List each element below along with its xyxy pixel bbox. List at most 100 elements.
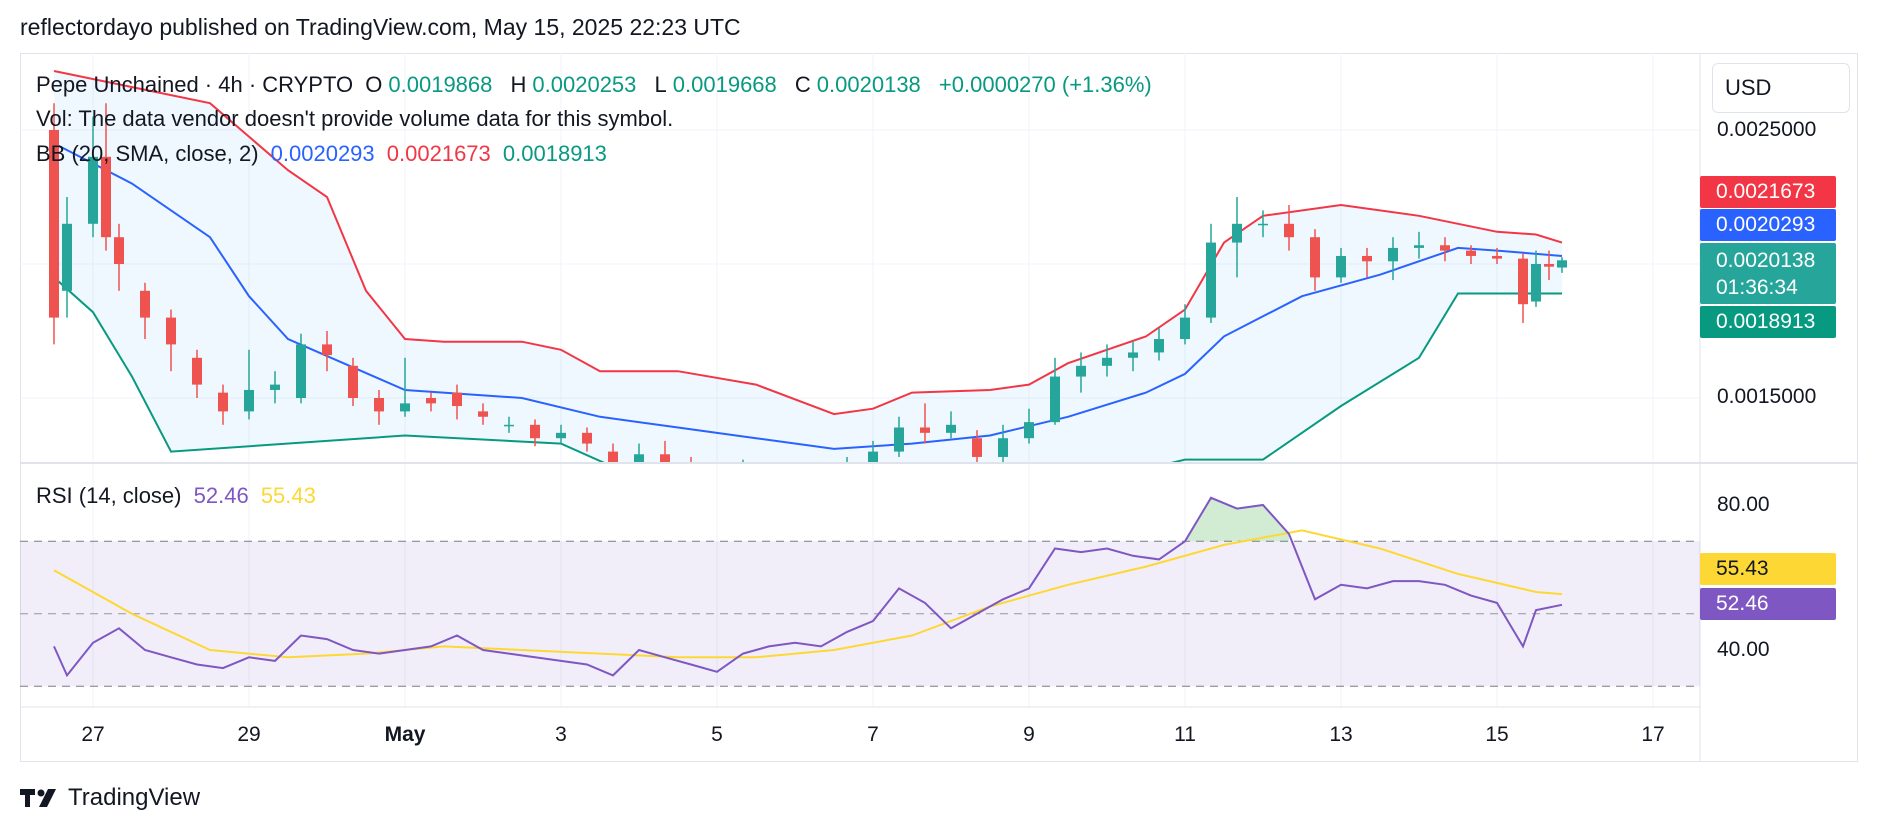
low-number: 0.0019668: [672, 72, 777, 97]
candle-body: [998, 438, 1008, 457]
price-tick-top: 0.0025000: [1717, 118, 1817, 141]
candle-body: [738, 468, 748, 479]
bb-fill: [54, 71, 1562, 462]
low-label: L: [654, 72, 667, 97]
candle-body: [1284, 223, 1294, 238]
candle-body: [1544, 264, 1554, 267]
currency-selector[interactable]: USD: [1712, 63, 1850, 113]
candle-body: [1388, 247, 1398, 262]
candle-body: [972, 438, 982, 457]
candle-body: [1362, 255, 1372, 262]
close-value: C 0.0020138: [795, 72, 927, 97]
brand-name: TradingView: [68, 784, 201, 811]
candle-body: [400, 403, 410, 412]
rsi-legend[interactable]: RSI (14, close) 52.46 55.43: [36, 483, 322, 509]
candle-body: [140, 290, 150, 318]
rsi-ma-line: [53, 529, 1563, 659]
candle-body: [1024, 422, 1034, 439]
candle-body: [322, 344, 332, 356]
candle-body: [946, 424, 956, 433]
candle-body: [1206, 242, 1216, 318]
candle-body: [1050, 376, 1060, 423]
candle-body: [660, 454, 670, 462]
candle-body: [790, 470, 800, 473]
candle-body: [88, 156, 98, 224]
bb-legend[interactable]: BB (20, SMA, close, 2) 0.0020293 0.00216…: [36, 141, 613, 167]
rsi-overbought-fill: [1185, 497, 1289, 542]
tradingview-logo-icon: [20, 789, 56, 807]
candle-body: [920, 427, 930, 433]
candle-body: [764, 470, 774, 473]
high-label: H: [510, 72, 527, 97]
open-label: O: [365, 72, 383, 97]
bb-label[interactable]: BB (20, SMA, close, 2): [36, 141, 259, 166]
candle-body: [1128, 352, 1138, 358]
candle-body: [1466, 250, 1476, 256]
candle-body: [426, 398, 436, 404]
date-label-9: 9: [1023, 723, 1035, 746]
candle-body: [634, 454, 644, 462]
bb-upper-value: 0.0021673: [386, 141, 491, 166]
candle-body: [218, 392, 228, 412]
candle-body: [1102, 357, 1112, 366]
rsi-line: [53, 496, 1563, 678]
bb-basis-value: 0.0020293: [270, 141, 375, 166]
date-label-15: 15: [1485, 723, 1509, 746]
close-label: C: [794, 72, 811, 97]
date-label-17: 17: [1641, 723, 1665, 746]
candle-body: [1310, 237, 1320, 278]
candle-body: [1557, 260, 1567, 268]
candle-body: [114, 237, 124, 264]
rsi-tick-40: 40.00: [1717, 638, 1770, 661]
candle-body: [504, 424, 514, 427]
rsi-label[interactable]: RSI (14, close): [36, 483, 182, 508]
bb-basis-badge: 0.0020293: [1700, 209, 1836, 241]
rsi-ma-value: 55.43: [260, 483, 316, 508]
candle-body: [101, 156, 111, 238]
bar-countdown: 01:36:34: [1716, 276, 1798, 299]
candle-body: [1076, 365, 1086, 377]
candle-body: [1336, 255, 1346, 278]
open-value: O 0.0019868: [365, 72, 498, 97]
last-price: 0.0020138: [1716, 249, 1816, 272]
publish-header: reflectordayo published on TradingView.c…: [20, 14, 741, 40]
date-label-may: May: [384, 723, 426, 746]
candle-body: [868, 451, 878, 462]
price-pane: [49, 70, 1567, 479]
bb-upper-badge: 0.0021673: [1700, 176, 1836, 208]
rsi-value: 52.46: [193, 483, 249, 508]
open-number: 0.0019868: [388, 72, 493, 97]
candle-body: [166, 317, 176, 345]
candle-body: [49, 130, 59, 318]
candle-body: [816, 470, 826, 473]
date-label-27: 27: [81, 723, 105, 746]
candle-body: [478, 411, 488, 417]
rsi-tick-80: 80.00: [1717, 493, 1770, 516]
symbol-title[interactable]: Pepe Unchained · 4h · CRYPTO: [36, 72, 354, 97]
candle-body: [374, 398, 384, 412]
bb-lower-line: [53, 276, 1562, 462]
bb-upper-line: [53, 70, 1563, 416]
candle-body: [452, 392, 462, 407]
bb-lower-value: 0.0018913: [502, 141, 607, 166]
rsi-pane: [20, 496, 1700, 687]
date-label-13: 13: [1329, 723, 1353, 746]
volume-note: Vol: The data vendor doesn't provide vol…: [36, 106, 674, 131]
candle-body: [192, 357, 202, 385]
candle-body: [1180, 317, 1190, 340]
chart-frame: [20, 53, 1858, 762]
date-label-5: 5: [711, 723, 723, 746]
candle-body: [894, 427, 904, 452]
date-label-7: 7: [867, 723, 879, 746]
rsi-badge: 52.46: [1700, 588, 1836, 620]
last-price-badge: 0.0020138 01:36:34: [1700, 243, 1836, 304]
candle-body: [1531, 264, 1541, 302]
date-label-29: 29: [237, 723, 261, 746]
price-tick-mid: 0.0015000: [1717, 385, 1817, 408]
candle-body: [1154, 339, 1164, 353]
candle-body: [556, 432, 566, 439]
candle-body: [582, 432, 592, 444]
change-value: +0.0000270 (+1.36%): [938, 72, 1152, 97]
footer-brand[interactable]: TradingView: [20, 784, 200, 812]
